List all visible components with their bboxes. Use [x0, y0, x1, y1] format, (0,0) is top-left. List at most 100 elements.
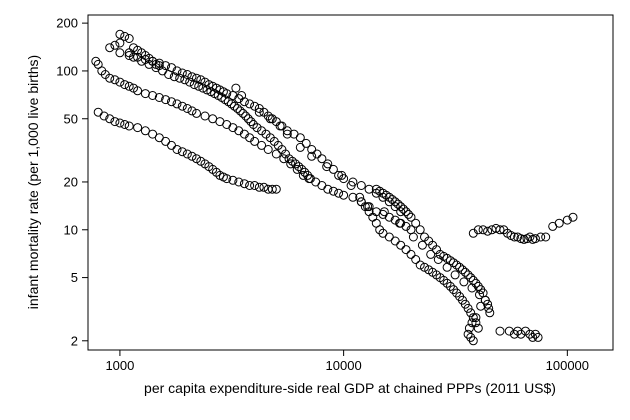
data-point: [478, 225, 488, 235]
data-point: [305, 174, 315, 184]
data-point: [464, 323, 474, 333]
data-point: [189, 80, 199, 90]
data-point: [509, 329, 519, 339]
data-point: [110, 117, 120, 127]
data-point: [196, 75, 206, 85]
y-tick-label: 10: [64, 222, 78, 237]
data-point: [525, 329, 535, 339]
data-point: [265, 114, 275, 124]
y-axis-label: infant mortality rate (per 1,000 live bi…: [25, 55, 41, 309]
data-point: [387, 195, 397, 204]
data-point: [198, 83, 208, 93]
data-point: [185, 77, 195, 87]
data-point: [245, 99, 255, 109]
data-point: [148, 91, 158, 100]
data-point: [495, 326, 505, 336]
data-points: [91, 29, 578, 346]
data-point: [115, 38, 125, 48]
data-point: [346, 181, 356, 190]
data-point: [177, 147, 187, 157]
data-point: [140, 126, 150, 136]
data-point: [384, 192, 394, 202]
y-tick-label: 200: [56, 16, 78, 31]
data-point: [124, 51, 134, 60]
data-point: [246, 117, 256, 127]
data-point: [271, 149, 281, 159]
data-point: [484, 303, 494, 313]
data-point: [426, 249, 436, 259]
data-point: [307, 145, 317, 154]
data-point: [473, 225, 483, 235]
data-point: [172, 145, 182, 154]
data-point: [323, 184, 333, 194]
data-point: [406, 249, 416, 259]
data-point: [167, 140, 176, 150]
data-point: [182, 149, 192, 159]
data-point: [379, 207, 389, 217]
data-point: [348, 192, 358, 202]
data-point: [187, 106, 197, 116]
data-point: [471, 313, 481, 323]
data-point: [541, 232, 551, 242]
data-point: [287, 156, 297, 166]
data-point: [267, 184, 277, 194]
data-point: [194, 81, 204, 91]
data-point: [93, 107, 103, 117]
data-point: [337, 170, 347, 180]
data-point: [495, 225, 505, 235]
y-tick-label: 100: [56, 63, 78, 78]
data-point: [250, 181, 260, 190]
data-point: [228, 175, 238, 185]
data-point: [295, 133, 305, 143]
data-point: [485, 308, 495, 318]
data-point: [307, 151, 317, 161]
data-point: [328, 186, 338, 196]
data-point: [401, 245, 411, 255]
data-point: [445, 281, 455, 291]
data-point: [411, 218, 421, 228]
data-point: [476, 301, 486, 311]
data-point: [455, 262, 465, 272]
data-point: [277, 121, 287, 131]
data-point: [463, 303, 473, 313]
data-point: [279, 154, 289, 164]
data-point: [398, 204, 408, 214]
data-point: [390, 236, 400, 246]
data-point: [562, 215, 572, 225]
data-point: [275, 121, 285, 131]
data-point: [161, 95, 171, 105]
data-point: [228, 91, 238, 100]
data-point: [234, 94, 244, 104]
data-point: [115, 29, 125, 39]
data-point: [525, 232, 535, 242]
data-point: [105, 73, 115, 83]
data-point: [161, 136, 171, 146]
data-point: [300, 167, 310, 177]
data-point: [192, 73, 201, 83]
data-point: [239, 97, 249, 107]
data-point: [297, 164, 307, 174]
data-point: [294, 162, 304, 172]
data-point: [533, 332, 543, 342]
data-point: [175, 73, 185, 83]
data-point: [554, 218, 564, 228]
data-point: [243, 114, 253, 124]
data-point: [475, 290, 484, 300]
data-point: [401, 207, 411, 217]
data-point: [395, 218, 405, 228]
data-point: [286, 159, 296, 169]
data-point: [334, 170, 344, 180]
data-point: [528, 332, 538, 342]
data-point: [115, 118, 125, 128]
data-point: [339, 190, 349, 200]
y-tick-label: 20: [64, 174, 78, 189]
y-tick-label: 5: [71, 270, 78, 285]
data-point: [148, 56, 158, 66]
data-point: [105, 114, 115, 124]
data-point: [468, 313, 478, 323]
data-point: [254, 107, 264, 117]
data-point: [433, 255, 443, 264]
data-point: [124, 121, 134, 131]
data-point: [120, 31, 130, 41]
